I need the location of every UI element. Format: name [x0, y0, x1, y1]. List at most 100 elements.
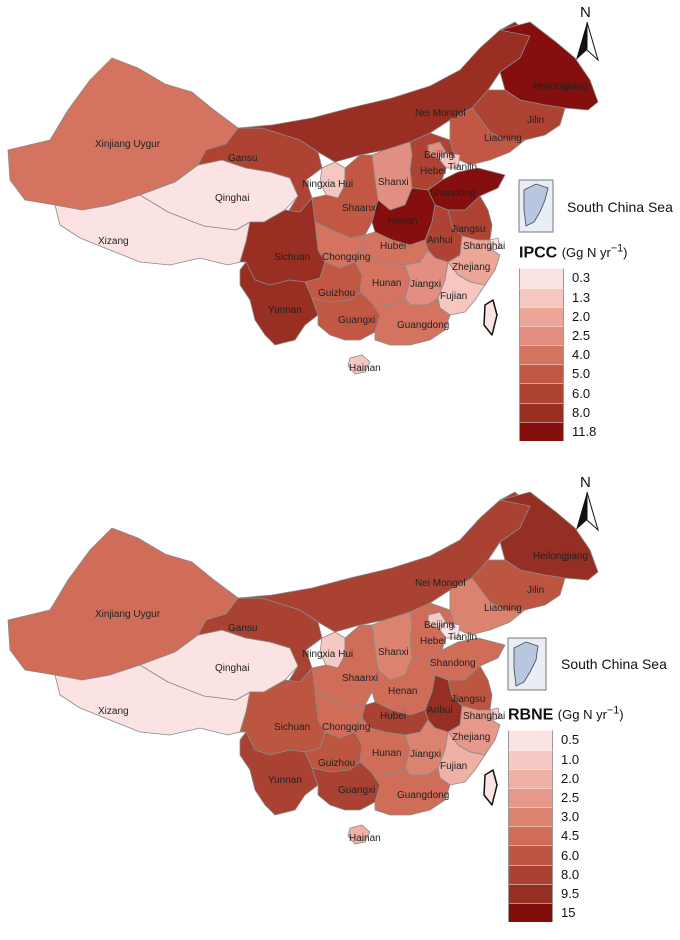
label-guizhou: Guizhou: [318, 758, 355, 769]
legend-value: 8.0: [561, 866, 580, 882]
legend-swatch: [519, 345, 564, 365]
province-taiwan: [483, 769, 498, 806]
legend-unit-close: ): [623, 245, 628, 261]
legend-swatch: [508, 749, 553, 769]
label-hebei: Hebei: [420, 166, 446, 177]
legend-title: RBNE (Gg N yr−1): [508, 705, 624, 724]
label-gansu: Gansu: [228, 153, 257, 164]
inset-sea-shape: [513, 641, 539, 687]
label-shaanxi: Shaanxi: [342, 203, 378, 214]
legend-unit-exponent: −1: [610, 243, 624, 255]
label-jiangsu: Jiangsu: [451, 224, 485, 235]
legend-swatch: [519, 268, 564, 288]
label-jiangxi: Jiangxi: [410, 749, 441, 760]
label-hunan: Hunan: [372, 278, 401, 289]
label-jilin: Jilin: [527, 115, 544, 126]
north-arrow-label: N: [580, 474, 591, 491]
legend-class-row: 15: [508, 903, 624, 923]
province-yunnan: [239, 731, 319, 816]
north-arrow-light-half: [586, 491, 599, 532]
label-chongqing: Chongqing: [322, 722, 370, 733]
legend-unit-close: ): [619, 707, 624, 723]
legend-class-row: 2.5: [519, 325, 628, 346]
south-china-sea-label: South China Sea: [567, 199, 673, 215]
label-xizang: Xizang: [98, 706, 129, 717]
legend-swatch: [519, 402, 564, 422]
rbne-legend: RBNE (Gg N yr−1) 0.5 1.0 2.0 2.5 3.0 4.5 6.0 8.…: [508, 705, 624, 923]
label-beijing: Beijing: [424, 620, 454, 631]
label-jiangsu: Jiangsu: [451, 694, 485, 705]
legend-value: 9.5: [561, 885, 580, 901]
legend-unit-text: (Gg N yr: [557, 707, 607, 723]
province-guangdong: [371, 297, 451, 346]
label-heilongjiang: Heilongjiang: [533, 551, 588, 562]
legend-swatch: [508, 730, 553, 750]
label-yunnan: Yunnan: [268, 305, 302, 316]
north-arrow-light-half: [586, 21, 599, 62]
label-fujian: Fujian: [440, 291, 467, 302]
province-hainan: [347, 824, 371, 845]
legend-unit: (Gg N yr−1): [562, 243, 628, 261]
label-henan: Henan: [388, 216, 417, 227]
legend-class-row: 0.3: [519, 268, 628, 288]
label-zhejiang: Zhejiang: [452, 732, 490, 743]
province-yunnan: [239, 261, 319, 346]
legend-value: 15: [561, 905, 576, 921]
legend-swatch: [519, 287, 564, 307]
province-tianjin: [439, 151, 461, 169]
north-arrow-dark-half: [576, 492, 587, 530]
legend-class-row: 6.0: [519, 383, 628, 403]
label-guizhou: Guizhou: [318, 288, 355, 299]
legend-unit-exponent: −1: [606, 705, 620, 717]
label-nei-mongol: Nei Mongol: [415, 108, 466, 119]
legend-title: IPCC (Gg N yr−1): [519, 243, 628, 262]
legend-swatch: [508, 807, 553, 827]
label-guangxi: Guangxi: [338, 315, 375, 326]
legend-value: 3.0: [561, 809, 580, 825]
legend-name: RBNE: [508, 706, 554, 724]
legend-swatch: [519, 306, 564, 326]
legend-class-row: 8.0: [508, 864, 624, 884]
label-hubei: Hubei: [380, 241, 406, 252]
legend-value: 0.5: [561, 732, 580, 748]
legend-value: 4.5: [561, 828, 580, 844]
label-nei-mongol: Nei Mongol: [415, 578, 466, 589]
legend-value: 2.5: [572, 327, 591, 343]
label-liaoning: Liaoning: [484, 603, 522, 614]
legend-class-row: 4.5: [508, 826, 624, 846]
legend-value: 0.3: [572, 270, 591, 286]
ipcc-choropleth-map: Xinjiang Uygur Xizang Qinghai Gansu Nei …: [7, 4, 599, 375]
legend-value: 8.0: [572, 404, 591, 420]
legend-classes: 0.5 1.0 2.0 2.5 3.0 4.5 6.0 8.0 9.5 15: [508, 730, 624, 923]
legend-classes: 0.3 1.3 2.0 2.5 4.0 5.0 6.0 8.0 11.8: [519, 268, 628, 442]
label-qinghai: Qinghai: [215, 663, 249, 674]
legend-value: 4.0: [572, 347, 591, 363]
legend-class-row: 5.0: [519, 364, 628, 384]
label-liaoning: Liaoning: [484, 133, 522, 144]
label-guangdong: Guangdong: [397, 790, 449, 801]
label-yunnan: Yunnan: [268, 775, 302, 786]
legend-swatch: [519, 421, 564, 442]
legend-class-row: 0.5: [508, 730, 624, 750]
label-shanxi: Shanxi: [378, 177, 409, 188]
legend-swatch: [508, 845, 553, 865]
legend-class-row: 6.0: [508, 845, 624, 865]
label-tianjin: Tianjin: [448, 162, 477, 173]
north-arrow-label: N: [580, 4, 591, 21]
label-hubei: Hubei: [380, 711, 406, 722]
south-china-sea-inset: [518, 179, 554, 233]
north-arrow: N: [576, 474, 599, 532]
label-xizang: Xizang: [98, 236, 129, 247]
label-zhejiang: Zhejiang: [452, 262, 490, 273]
label-shanghai: Shanghai: [463, 241, 505, 252]
label-xinjiang-uygur: Xinjiang Uygur: [95, 139, 161, 150]
label-shaanxi: Shaanxi: [342, 673, 378, 684]
legend-swatch: [508, 864, 553, 884]
legend-class-row: 3.0: [508, 807, 624, 827]
legend-value: 2.0: [561, 770, 580, 786]
label-sichuan: Sichuan: [274, 252, 310, 263]
legend-class-row: 2.0: [519, 306, 628, 326]
legend-value: 1.0: [561, 751, 580, 767]
label-shanghai: Shanghai: [463, 711, 505, 722]
legend-class-row: 4.0: [519, 345, 628, 365]
